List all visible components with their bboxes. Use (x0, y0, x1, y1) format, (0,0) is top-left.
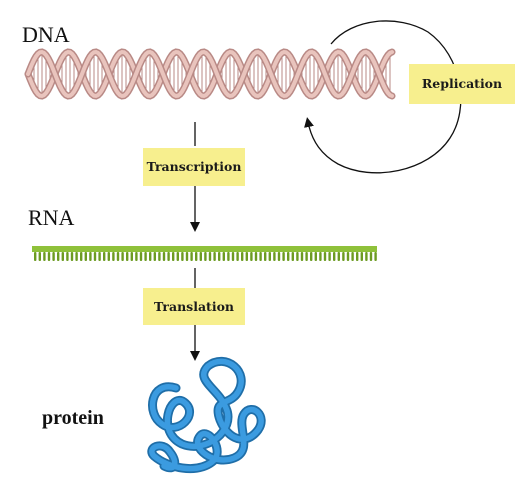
rna-base (116, 252, 120, 261)
rna-base (218, 252, 221, 261)
rna-base (121, 252, 124, 261)
rna-base (190, 252, 193, 261)
rna-base (61, 252, 64, 261)
rna-base (296, 252, 299, 261)
rna-base (208, 252, 212, 261)
rna-backbone (32, 246, 377, 252)
rna-base (305, 252, 308, 261)
rna-base (57, 252, 60, 261)
rna-base (167, 252, 170, 261)
rna-base (314, 252, 317, 261)
rna-base (365, 252, 368, 261)
rna-base (176, 252, 179, 261)
rna-base (153, 252, 156, 261)
rna-base (98, 252, 101, 261)
rna-base (222, 252, 225, 261)
rna-base (80, 252, 83, 261)
rna-base (103, 252, 106, 261)
protein-label: protein (42, 407, 104, 429)
rna-base (213, 252, 216, 261)
dna-double-helix (24, 48, 396, 100)
rna-base (112, 252, 115, 261)
transcription-label: Transcription (147, 159, 242, 174)
rna-base (300, 252, 304, 261)
replication-box: Replication (409, 64, 515, 104)
rna-base (254, 252, 258, 261)
rna-base (139, 252, 143, 261)
rna-base (84, 252, 87, 261)
rna-base (181, 252, 184, 261)
replication-label: Replication (422, 76, 502, 91)
rna-base (135, 252, 138, 261)
rna-base (323, 252, 327, 261)
rna-base (75, 252, 78, 261)
rna-base (241, 252, 244, 261)
dna-label: DNA (22, 22, 70, 47)
rna-base (144, 252, 147, 261)
rna-label: RNA (28, 205, 75, 230)
rna-base (264, 252, 267, 261)
rna-base (130, 252, 133, 261)
rna-base (204, 252, 207, 261)
rna-base (199, 252, 202, 261)
rna-base (333, 252, 336, 261)
rna-base (259, 252, 262, 261)
dna-backbone-highlight (26, 49, 394, 99)
rna-base (360, 252, 363, 261)
rna-base (337, 252, 340, 261)
translation-label: Translation (154, 299, 234, 314)
rna-base (342, 252, 345, 261)
rna-base (374, 252, 377, 261)
rna-base (195, 252, 198, 261)
rna-base (149, 252, 152, 261)
rna-base (328, 252, 331, 261)
rna-base (162, 252, 166, 261)
rna-base (66, 252, 69, 261)
rna-base (250, 252, 253, 261)
rna-base (273, 252, 276, 261)
rna-base (47, 252, 51, 261)
rna-base (231, 252, 235, 261)
rna-base (34, 252, 37, 261)
rna-base (227, 252, 230, 261)
translation-box: Translation (143, 288, 245, 325)
rna-base (52, 252, 55, 261)
rna-base (245, 252, 248, 261)
rna-base (126, 252, 129, 261)
rna-base (185, 252, 189, 261)
rna-base (346, 252, 350, 261)
rna-base (319, 252, 322, 261)
rna-base (356, 252, 359, 261)
rna-base (310, 252, 313, 261)
transcription-box: Transcription (143, 148, 245, 186)
rna-base (158, 252, 161, 261)
rna-base (277, 252, 281, 261)
rna-base (89, 252, 92, 261)
rna-base (107, 252, 110, 261)
rna-base (70, 252, 74, 261)
replication-loop-arrow (304, 20, 462, 174)
rna-base (291, 252, 294, 261)
rna-base (351, 252, 354, 261)
rna-base (287, 252, 290, 261)
dna-backbone-highlight (26, 49, 394, 99)
rna-base (236, 252, 239, 261)
rna-base (172, 252, 175, 261)
rna-base (93, 252, 97, 261)
rna-base (282, 252, 285, 261)
rna-base (38, 252, 41, 261)
rna-base (369, 252, 373, 261)
protein-folded-chain (147, 356, 266, 473)
rna-strand (32, 246, 377, 261)
rna-base (268, 252, 271, 261)
rna-base (43, 252, 46, 261)
